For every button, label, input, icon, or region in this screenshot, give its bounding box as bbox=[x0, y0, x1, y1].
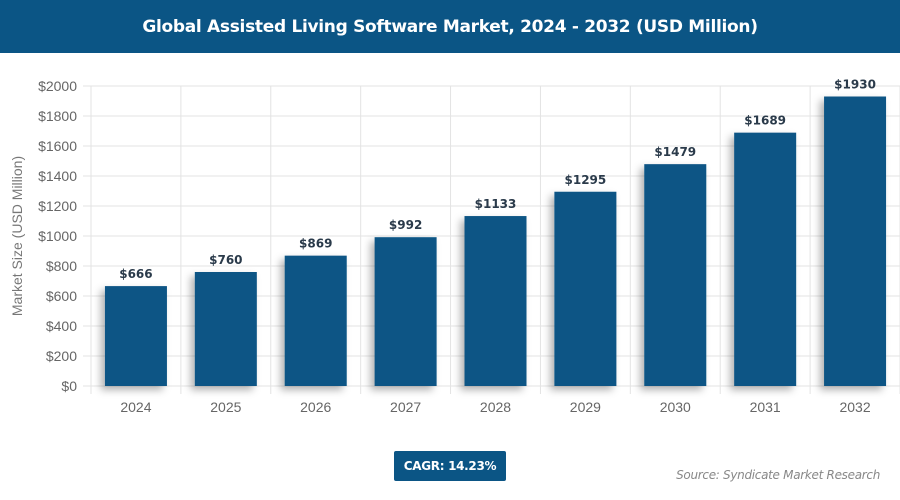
x-tick-label: 2028 bbox=[480, 399, 511, 415]
x-tick-label: 2026 bbox=[300, 399, 331, 415]
chart-title: Global Assisted Living Software Market, … bbox=[142, 16, 758, 37]
chart-title-bar: Global Assisted Living Software Market, … bbox=[0, 0, 900, 53]
bar bbox=[104, 286, 167, 386]
x-tick-label: 2024 bbox=[120, 399, 151, 415]
source-note: Source: Syndicate Market Research bbox=[676, 468, 880, 482]
data-label: $869 bbox=[299, 237, 332, 251]
x-tick-label: 2031 bbox=[750, 399, 781, 415]
bar-chart: $0 $200 $400 $600 $800 $1000 $1200 $1400 $1600 $1… bbox=[9, 78, 900, 415]
bar bbox=[194, 272, 257, 386]
bar bbox=[824, 96, 887, 386]
y-axis-label: Market Size (USD Million) bbox=[9, 156, 25, 316]
y-tick-label: $400 bbox=[46, 318, 77, 334]
y-tick-label: $200 bbox=[46, 348, 77, 364]
cagr-badge: CAGR: 14.23% bbox=[394, 451, 506, 481]
x-tick-label: 2025 bbox=[210, 399, 241, 415]
y-tick-label: $600 bbox=[46, 288, 77, 304]
bar bbox=[554, 191, 617, 386]
data-label: $1930 bbox=[834, 78, 876, 92]
y-tick-label: $2000 bbox=[38, 78, 77, 94]
y-tick-label: $1600 bbox=[38, 138, 77, 154]
y-tick-label: $1200 bbox=[38, 198, 77, 214]
data-label: $1689 bbox=[744, 114, 786, 128]
x-tick-label: 2029 bbox=[570, 399, 601, 415]
y-tick-label: $800 bbox=[46, 258, 77, 274]
data-label: $992 bbox=[389, 218, 422, 232]
y-tick-label: $1800 bbox=[38, 108, 77, 124]
x-tick-label: 2030 bbox=[660, 399, 691, 415]
bar bbox=[734, 132, 797, 386]
y-tick-label: $1000 bbox=[38, 228, 77, 244]
x-tick-label: 2032 bbox=[839, 399, 870, 415]
bar bbox=[284, 255, 347, 386]
data-label: $1295 bbox=[565, 173, 607, 187]
x-tick-label: 2027 bbox=[390, 399, 421, 415]
bar bbox=[374, 237, 437, 386]
y-tick-label: $0 bbox=[61, 378, 77, 394]
data-label: $1133 bbox=[475, 197, 517, 211]
data-label: $760 bbox=[209, 253, 242, 267]
data-label: $666 bbox=[119, 267, 152, 281]
bar bbox=[464, 216, 527, 386]
bar bbox=[644, 164, 707, 386]
data-label: $1479 bbox=[654, 145, 696, 159]
y-tick-label: $1400 bbox=[38, 168, 77, 184]
